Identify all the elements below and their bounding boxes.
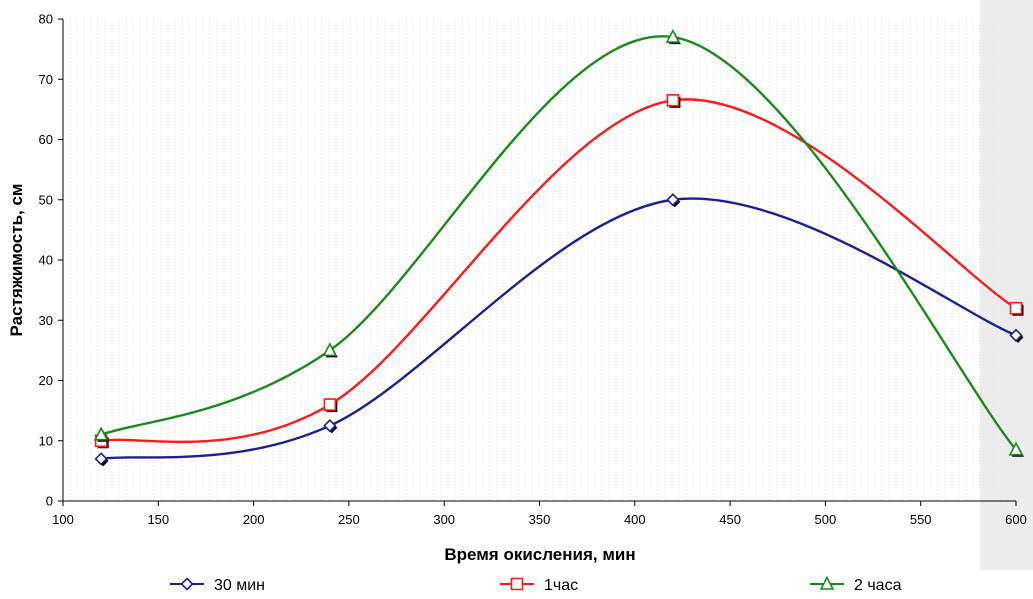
x-tick-label: 400 — [624, 512, 646, 527]
y-tick-label: 30 — [39, 313, 53, 328]
data-point-triangle — [665, 28, 681, 45]
data-point-diamond — [94, 452, 109, 467]
data-point-triangle — [93, 426, 110, 442]
y-tick-label: 0 — [46, 494, 53, 509]
legend-label: 2 часа — [854, 577, 902, 594]
x-tick-label: 350 — [529, 512, 551, 527]
x-tick-label: 100 — [52, 512, 74, 527]
data-point-diamond — [1009, 328, 1024, 343]
data-point-diamond-shape — [1009, 328, 1023, 342]
right-margin-band — [980, 0, 1033, 599]
data-point-triangle — [322, 342, 338, 358]
data-point-square — [1009, 301, 1024, 316]
data-point-square-shape — [323, 398, 337, 411]
legend: 30 мин 1час 2 часа — [170, 575, 902, 594]
y-tick-label: 20 — [39, 373, 53, 388]
data-point-triangle-shape — [1008, 441, 1024, 456]
x-tick-label: 300 — [433, 512, 455, 527]
axes-layer — [58, 18, 1017, 506]
data-point-diamond-shape — [666, 193, 680, 207]
tick-labels-layer: 0 10 20 30 40 50 60 70 80 100 150 200 250 300 350 400 45… — [39, 12, 1027, 528]
y-tick-label: 40 — [39, 253, 53, 268]
data-point-diamond — [666, 193, 681, 208]
y-axis-title: Растяжимость, см — [7, 184, 26, 337]
series-line-2 — [100, 98, 1017, 444]
y-tick-label: 50 — [39, 192, 53, 207]
legend-label: 30 мин — [214, 577, 265, 594]
legend-marker-diamond — [180, 577, 194, 591]
y-tick-label: 80 — [39, 12, 53, 27]
y-tick-label: 60 — [39, 132, 53, 147]
legend-marker-triangle — [819, 575, 835, 590]
data-point-diamond — [323, 419, 338, 434]
x-tick-label: 500 — [815, 512, 837, 527]
x-axis-title: Время окисления, мин — [444, 545, 635, 564]
data-point-square — [323, 398, 338, 413]
data-point-diamond-shape — [323, 419, 337, 433]
legend-item-2: 1час — [500, 577, 578, 594]
x-tick-label: 150 — [147, 512, 169, 527]
markers-layer — [93, 28, 1024, 467]
x-tick-label: 250 — [338, 512, 360, 527]
series-line-3 — [100, 35, 1017, 451]
series-line-1 — [100, 197, 1017, 461]
data-point-triangle-shape — [665, 28, 681, 43]
x-tick-label: 200 — [243, 512, 265, 527]
legend-marker-square — [510, 577, 524, 591]
y-tick-label: 10 — [39, 433, 53, 448]
legend-label: 1час — [544, 577, 578, 594]
data-point-triangle-shape — [322, 342, 338, 357]
legend-band-right-cutout — [980, 570, 1033, 599]
data-point-triangle-shape — [93, 426, 109, 441]
data-point-square-shape — [1009, 301, 1023, 315]
legend-item-3: 2 часа — [810, 575, 902, 594]
data-point-diamond-shape — [94, 452, 108, 466]
data-point-square — [666, 94, 681, 108]
x-tick-label: 600 — [1005, 512, 1027, 527]
x-tick-label: 450 — [719, 512, 741, 527]
y-tick-label: 70 — [39, 72, 53, 87]
x-tick-label: 550 — [910, 512, 932, 527]
data-point-square-shape — [666, 94, 680, 107]
grid-layer — [69, 19, 1016, 501]
series-layer — [100, 35, 1017, 461]
legend-item-1: 30 мин — [170, 577, 265, 594]
data-point-triangle — [1008, 441, 1024, 457]
